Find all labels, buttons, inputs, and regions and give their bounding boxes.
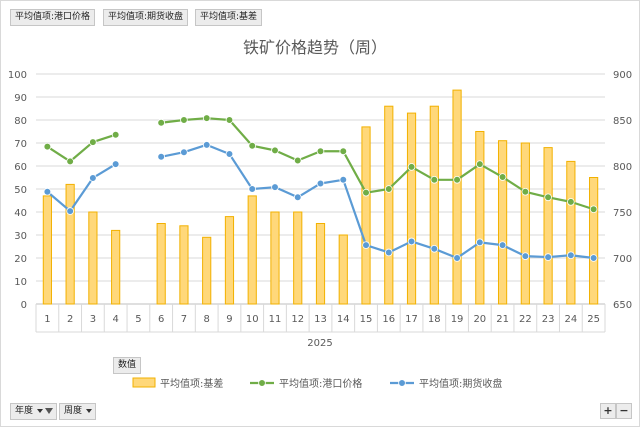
- axis-field-week[interactable]: 周度: [59, 403, 97, 420]
- axis-field-label: 周度: [64, 406, 83, 416]
- values-field-label: 数值: [118, 360, 137, 370]
- filter-field-label: 平均值项:期货收盘: [108, 12, 184, 22]
- filter-field-label: 平均值项:基差: [200, 12, 258, 22]
- minus-icon: −: [619, 404, 629, 417]
- axis-field-year[interactable]: 年度: [10, 403, 58, 420]
- axis-field-label: 年度: [15, 406, 34, 416]
- collapse-field-button[interactable]: −: [616, 403, 632, 419]
- filter-field-futures-close[interactable]: 平均值项:期货收盘: [103, 9, 189, 26]
- filter-field-label: 平均值项:港口价格: [15, 12, 91, 22]
- filter-field-basis[interactable]: 平均值项:基差: [195, 9, 263, 26]
- values-field-button[interactable]: 数值: [113, 357, 142, 374]
- dropdown-caret-icon: [86, 408, 93, 413]
- plus-icon: +: [603, 404, 613, 417]
- expand-field-button[interactable]: +: [600, 403, 616, 419]
- filter-funnel-icon: [45, 407, 54, 414]
- dropdown-caret-icon: [37, 408, 44, 413]
- filter-field-port-price[interactable]: 平均值项:港口价格: [10, 9, 96, 26]
